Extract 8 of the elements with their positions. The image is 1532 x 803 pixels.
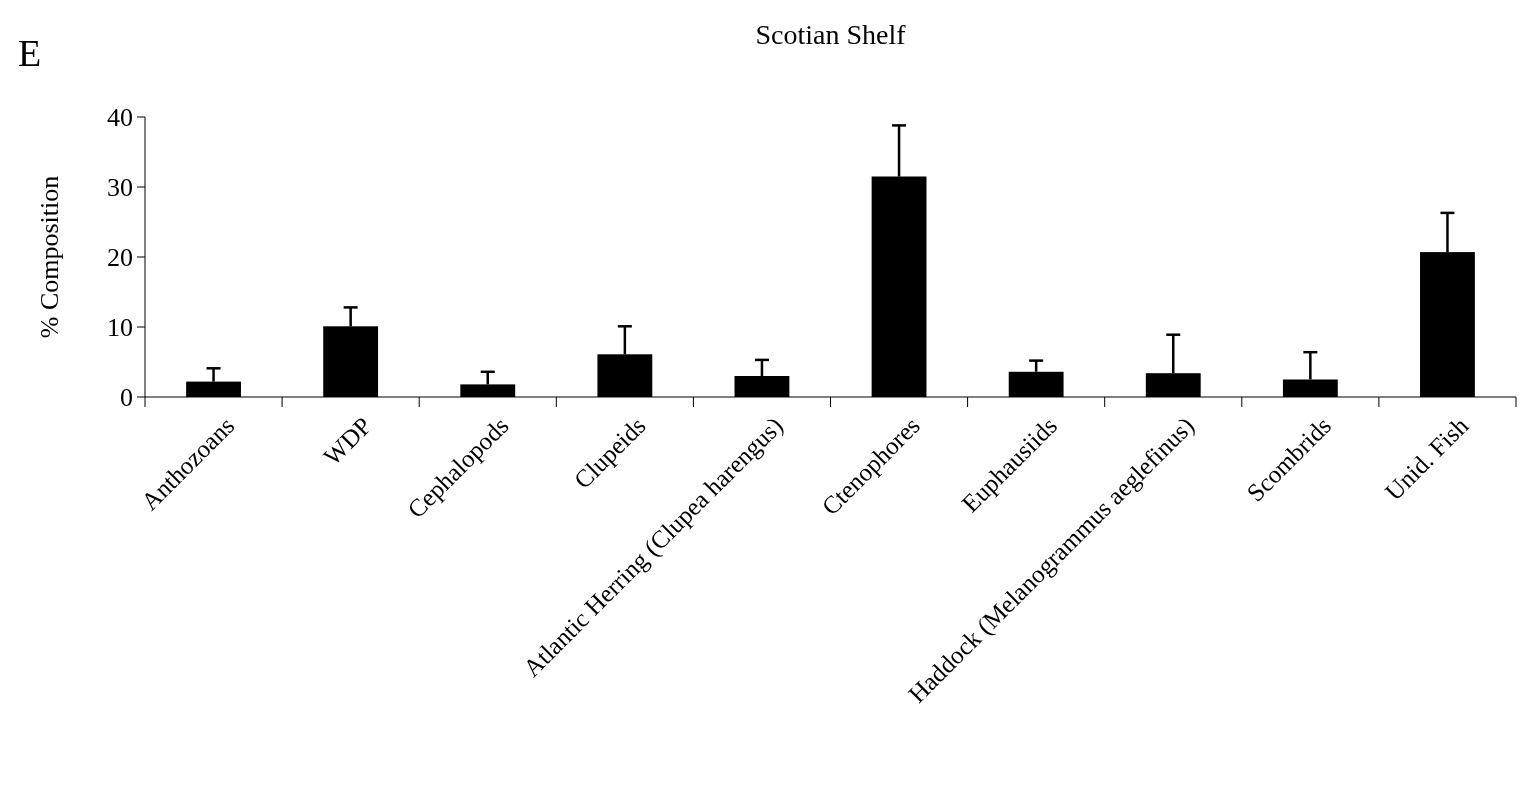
chart-title: Scotian Shelf [755, 19, 907, 50]
y-tick-label: 10 [107, 313, 133, 343]
y-tick-label: 20 [107, 243, 133, 273]
y-tick-label: 0 [120, 383, 133, 413]
y-tick-label: 30 [107, 173, 133, 203]
y-axis-title: % Composition [35, 175, 64, 339]
text: E [18, 32, 42, 74]
y-tick-label: 40 [107, 103, 133, 133]
